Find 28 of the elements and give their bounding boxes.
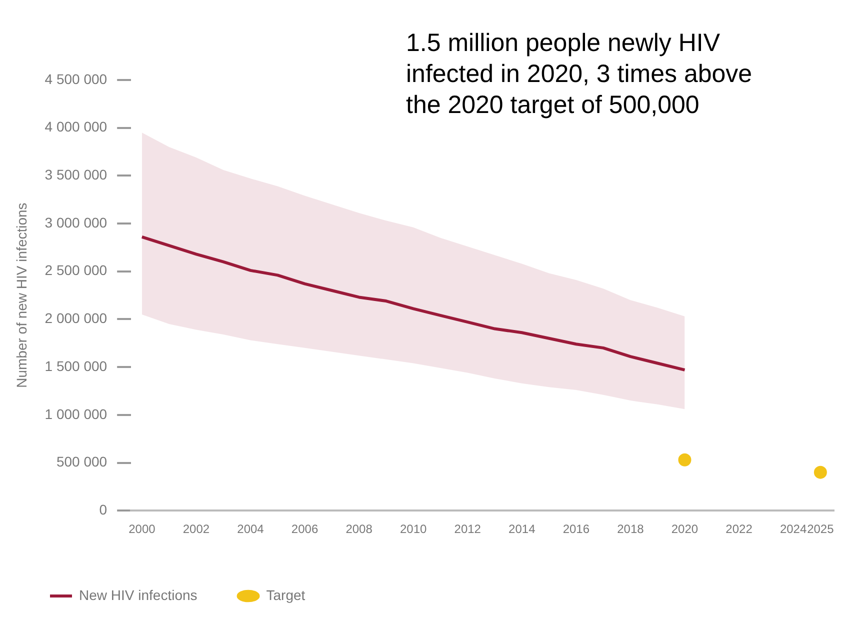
x-tick-label: 2025 <box>807 522 834 536</box>
x-tick-label: 2022 <box>726 522 753 536</box>
y-tick-label: 2 000 000 <box>44 310 108 326</box>
y-tick-label: 4 500 000 <box>44 70 108 87</box>
y-tick-label: 2 500 000 <box>44 262 108 278</box>
x-tick-label: 2016 <box>562 522 590 536</box>
x-tick-label: 2006 <box>291 522 318 536</box>
legend-label: New HIV infections <box>79 586 198 603</box>
x-tick-label: 2002 <box>182 522 210 536</box>
y-tick-label: 1 500 000 <box>44 358 108 374</box>
annotation: 1.5 million people newly HIV infected in 2020, 3 times above the 2020 target of 500,000 <box>406 28 754 121</box>
x-tick-label: 2004 <box>237 522 264 536</box>
x-tick-label: 2000 <box>128 522 156 536</box>
y-tick-label: 3 000 000 <box>44 214 108 230</box>
x-tick-label: 2008 <box>346 522 373 536</box>
y-tick-label: 1 000 000 <box>44 406 108 422</box>
legend-label: Target <box>266 586 306 603</box>
y-tick-label: 4 000 000 <box>44 118 108 135</box>
x-tick-label: 2024 <box>780 522 807 536</box>
x-tick-label: 2012 <box>454 522 482 536</box>
x-tick-label: 2010 <box>400 522 428 536</box>
x-tick-label: 2020 <box>671 522 698 536</box>
y-tick-label: 0 <box>99 501 108 518</box>
y-tick-label: 3 500 000 <box>44 166 108 183</box>
x-tick-label: 2018 <box>617 522 644 536</box>
x-tick-label: 2014 <box>508 522 536 536</box>
y-tick-label: 500 000 <box>56 454 108 470</box>
y-axis-title: Number of new HIV infections <box>13 202 30 388</box>
